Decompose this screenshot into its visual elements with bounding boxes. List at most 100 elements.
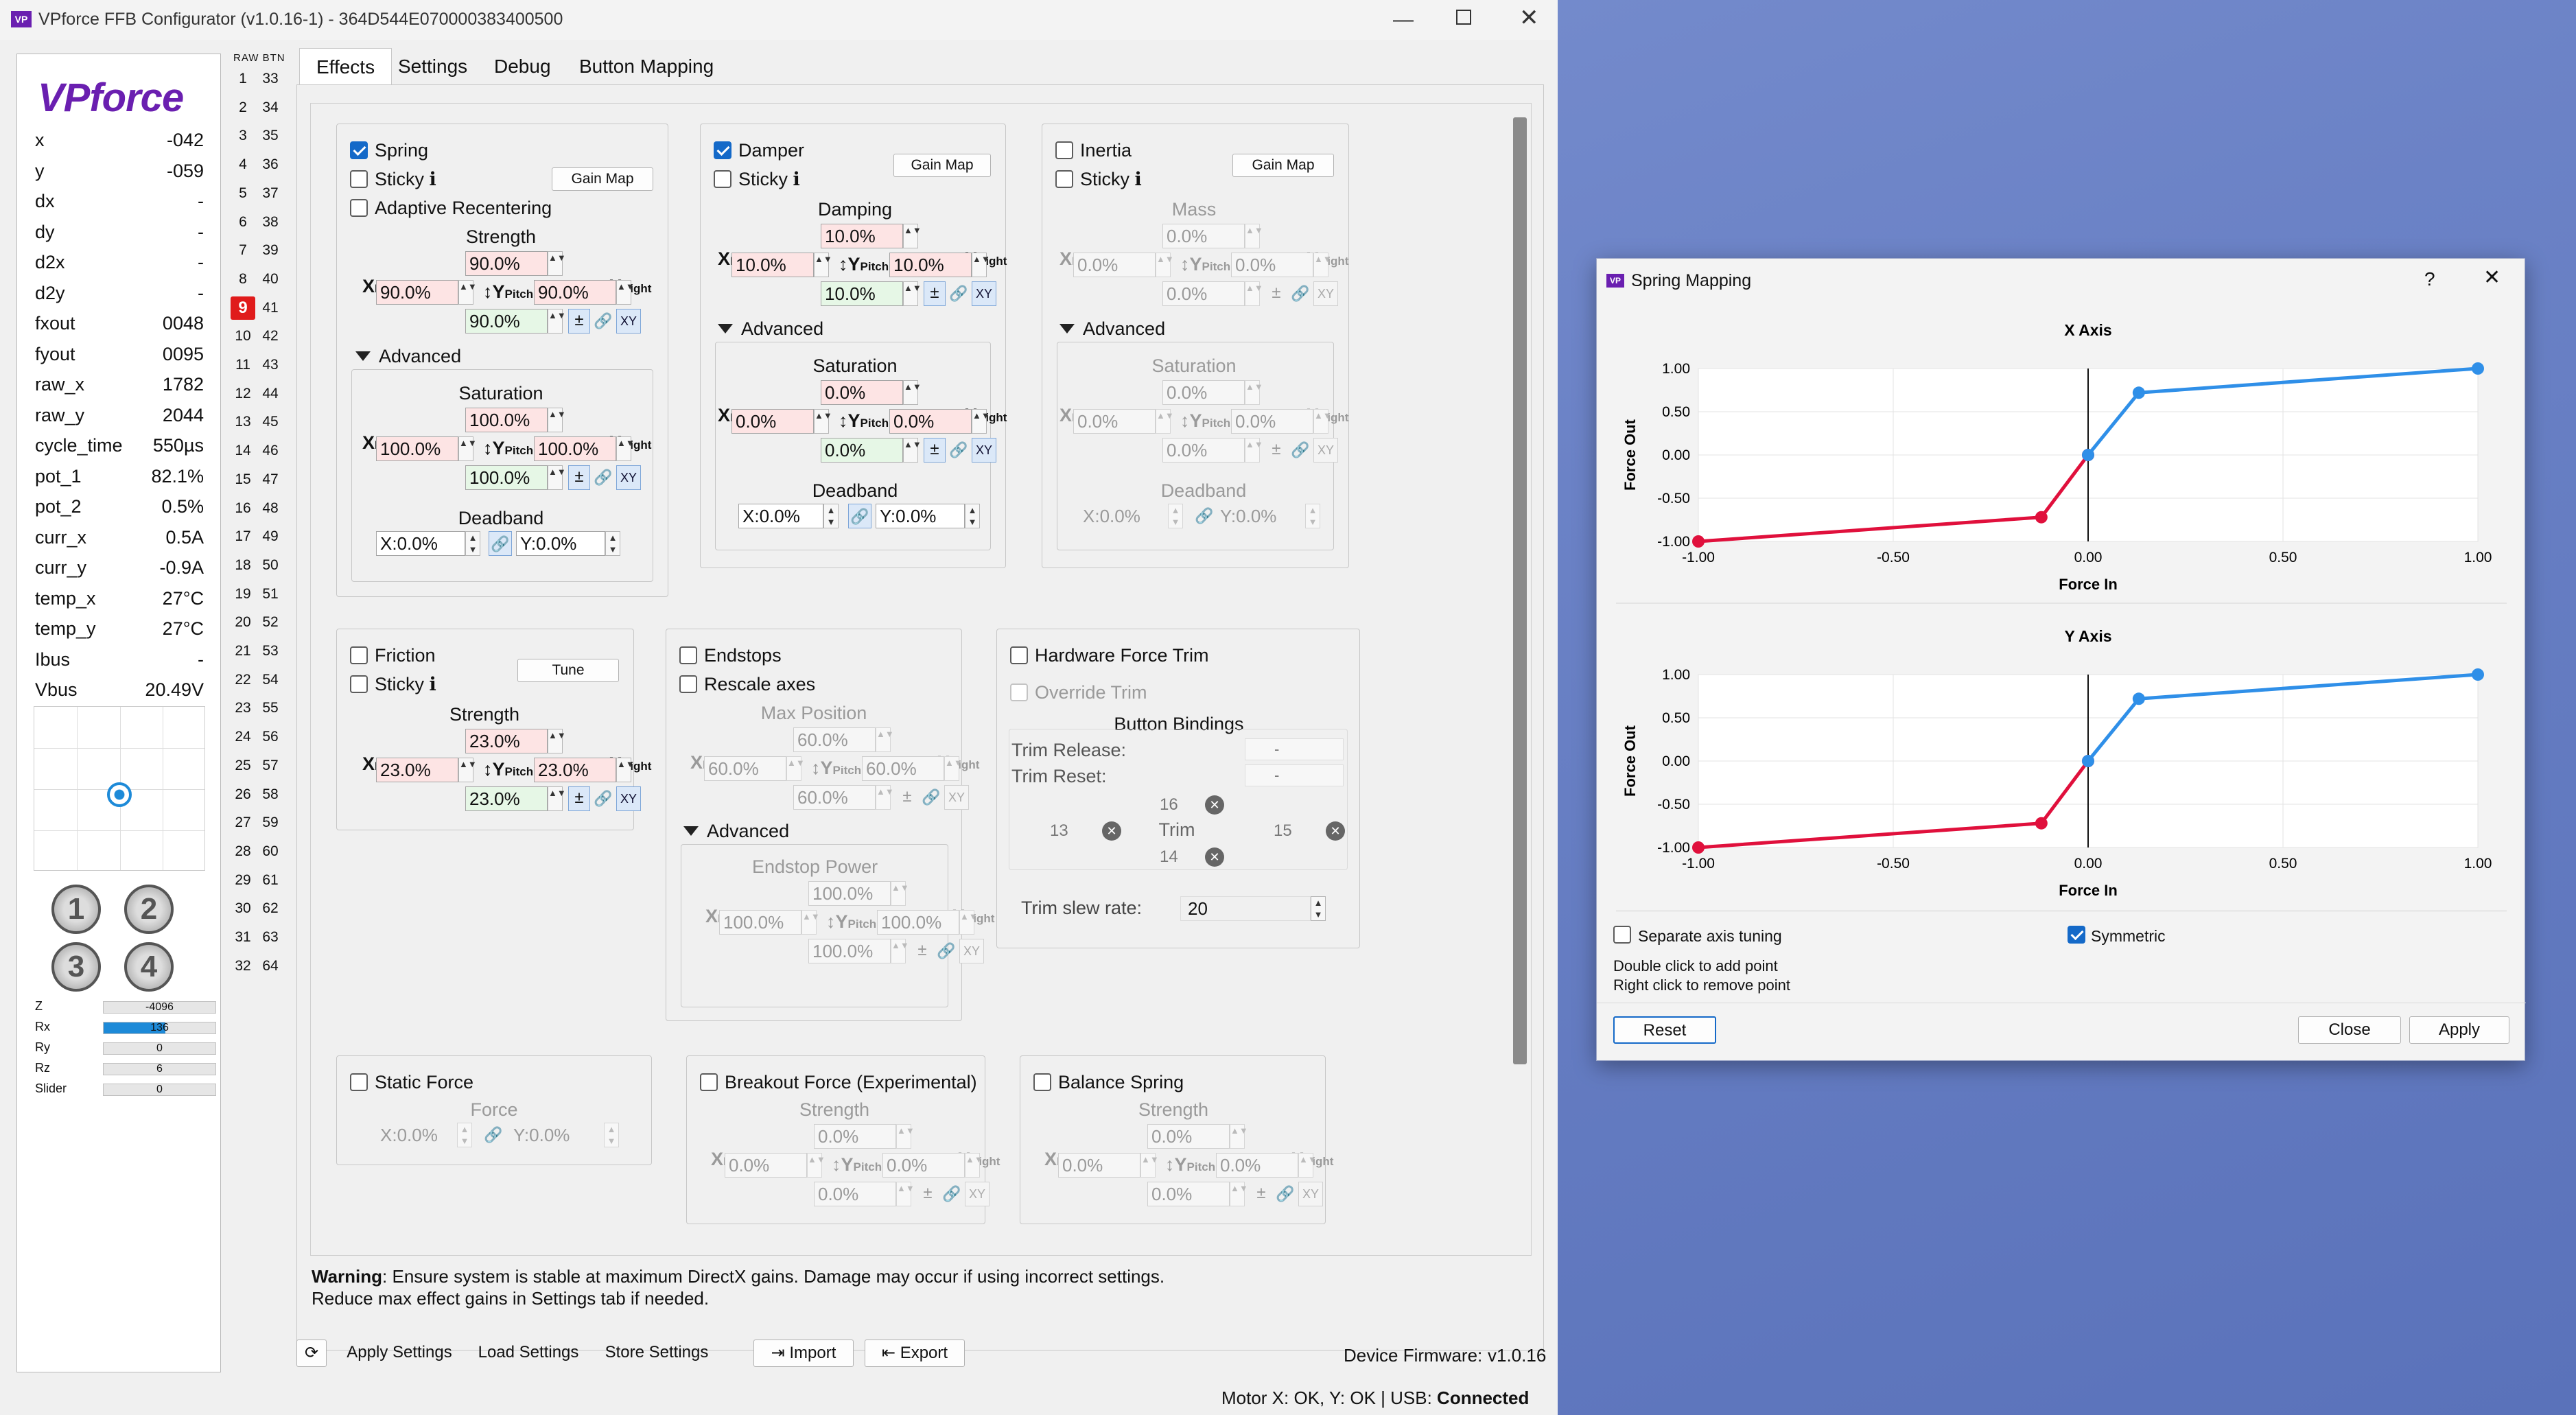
damper-saturation-right-spin[interactable]: ▲▼ [972, 409, 990, 434]
damper-damping-top-field[interactable]: 10.0% [821, 224, 903, 248]
inertia-sticky-checkbox[interactable] [1055, 170, 1073, 188]
dialog-close-icon[interactable]: ✕ [2483, 266, 2501, 289]
trim-slew-rate-field[interactable]: 20 [1180, 896, 1311, 921]
damper-damping-right-field[interactable]: 10.0% [889, 253, 972, 277]
scrollbar[interactable] [1513, 117, 1527, 1064]
damper-deadband-link-icon[interactable]: 🔗 [848, 504, 871, 528]
tab-effects[interactable]: Effects [299, 48, 393, 85]
friction-strength-right-field[interactable]: 23.0% [534, 758, 616, 782]
spring-saturation-left-field[interactable]: 100.0% [376, 436, 458, 461]
damper-saturation-link-icon[interactable]: 🔗 [949, 441, 968, 458]
spring-strength-xy-button[interactable]: XY [616, 309, 641, 334]
damper-damping-symmetric-button[interactable]: ± [924, 281, 946, 306]
spring-strength-right-field[interactable]: 90.0% [534, 280, 616, 305]
spring-strength-right-spin[interactable]: ▲▼ [616, 280, 635, 305]
store-settings-button[interactable]: Store Settings [605, 1343, 709, 1361]
spring-mapping-charts[interactable]: X Axis -1.00 -0.50 0.00 0.50 1.00 1.00 0.50 0.00… [1597, 300, 2526, 931]
clear-binding-icon[interactable]: ✕ [1205, 795, 1224, 815]
endstops-advanced-label[interactable]: Advanced [707, 821, 790, 841]
help-icon[interactable]: ? [2424, 268, 2435, 290]
apply-button[interactable]: Apply [2409, 1016, 2509, 1044]
damper-damping-link-icon[interactable]: 🔗 [949, 285, 968, 302]
tab-button-mapping[interactable]: Button Mapping [579, 56, 714, 77]
tab-debug[interactable]: Debug [494, 56, 551, 77]
trim-down-binding[interactable]: 14 ✕ [1125, 845, 1228, 869]
friction-strength-link-icon[interactable]: 🔗 [594, 790, 613, 807]
damper-saturation-top-field[interactable]: 0.0% [821, 380, 903, 405]
damper-saturation-symmetric-button[interactable]: ± [924, 438, 946, 463]
friction-strength-bottom-field[interactable]: 23.0% [465, 786, 548, 811]
spring-saturation-top-spin[interactable]: ▲▼ [548, 408, 566, 432]
spring-deadband-y-spin[interactable]: ▲ ▼ [605, 531, 620, 556]
damper-damping-left-field[interactable]: 10.0% [731, 253, 814, 277]
spring-saturation-link-icon[interactable]: 🔗 [594, 469, 613, 486]
spring-saturation-left-spin[interactable]: ▲▼ [458, 436, 477, 461]
damper-gain-map-button[interactable]: Gain Map [893, 154, 991, 177]
spring-saturation-bottom-field[interactable]: 100.0% [465, 465, 548, 490]
spring-strength-bottom-spin[interactable]: ▲▼ [548, 309, 566, 334]
damper-deadband-y-spin[interactable]: ▲ ▼ [965, 504, 980, 528]
damper-advanced-toggle-icon[interactable] [718, 324, 733, 334]
spring-deadband-x[interactable]: X:0.0% [376, 531, 465, 556]
damper-deadband-x-spin[interactable]: ▲ ▼ [823, 504, 839, 528]
symmetric-checkbox[interactable] [2068, 926, 2085, 944]
damper-damping-bottom-spin[interactable]: ▲▼ [903, 281, 922, 306]
damper-deadband-y[interactable]: Y:0.0% [876, 504, 965, 528]
friction-checkbox[interactable] [350, 646, 368, 664]
friction-strength-xy-button[interactable]: XY [616, 786, 641, 811]
breakout-checkbox[interactable] [700, 1073, 718, 1091]
import-button[interactable]: ⇥ Import [753, 1340, 854, 1367]
endstops-checkbox[interactable] [679, 646, 697, 664]
damper-saturation-top-spin[interactable]: ▲▼ [903, 380, 922, 405]
spring-deadband-link-icon[interactable]: 🔗 [489, 531, 512, 556]
spring-saturation-xy-button[interactable]: XY [616, 465, 641, 490]
spring-advanced-label[interactable]: Advanced [379, 346, 462, 366]
spring-deadband-y[interactable]: Y:0.0% [516, 531, 605, 556]
spring-saturation-symmetric-button[interactable]: ± [568, 465, 590, 490]
friction-strength-left-spin[interactable]: ▲▼ [458, 758, 477, 782]
close-button[interactable]: Close [2298, 1016, 2401, 1044]
close-icon[interactable]: ✕ [1519, 5, 1539, 31]
damper-deadband-x[interactable]: X:0.0% [738, 504, 823, 528]
inertia-advanced-toggle-icon[interactable] [1059, 324, 1075, 334]
damper-damping-right-spin[interactable]: ▲▼ [972, 253, 990, 277]
friction-strength-top-spin[interactable]: ▲▼ [548, 729, 566, 753]
spring-sticky-checkbox[interactable] [350, 170, 368, 188]
spring-strength-link-icon[interactable]: 🔗 [594, 312, 613, 329]
damper-saturation-right-field[interactable]: 0.0% [889, 409, 972, 434]
damper-checkbox[interactable] [714, 141, 731, 159]
minimize-icon[interactable]: — [1393, 8, 1414, 31]
damper-damping-bottom-field[interactable]: 10.0% [821, 281, 903, 306]
friction-strength-left-field[interactable]: 23.0% [376, 758, 458, 782]
damper-sticky-checkbox[interactable] [714, 170, 731, 188]
rescale-axes-checkbox[interactable] [679, 675, 697, 693]
inertia-advanced-label[interactable]: Advanced [1083, 318, 1166, 339]
inertia-checkbox[interactable] [1055, 141, 1073, 159]
trim-release-binding[interactable]: - [1245, 738, 1344, 760]
trim-reset-binding[interactable]: - [1245, 764, 1344, 786]
friction-strength-right-spin[interactable]: ▲▼ [616, 758, 635, 782]
damper-saturation-xy-button[interactable]: XY [972, 438, 996, 463]
refresh-button[interactable]: ⟳ [296, 1340, 327, 1367]
damper-damping-top-spin[interactable]: ▲▼ [903, 224, 922, 248]
spring-saturation-top-field[interactable]: 100.0% [465, 408, 548, 432]
damper-saturation-left-spin[interactable]: ▲▼ [814, 409, 832, 434]
trim-right-binding[interactable]: 15 ✕ [1239, 819, 1345, 843]
spring-strength-top-field[interactable]: 90.0% [465, 251, 548, 276]
spring-strength-symmetric-button[interactable]: ± [568, 309, 590, 334]
damper-saturation-bottom-spin[interactable]: ▲▼ [903, 438, 922, 463]
clear-binding-icon[interactable]: ✕ [1326, 821, 1345, 841]
reset-button[interactable]: Reset [1613, 1016, 1716, 1044]
spring-advanced-toggle-icon[interactable] [355, 351, 371, 361]
balance-spring-checkbox[interactable] [1033, 1073, 1051, 1091]
damper-damping-xy-button[interactable]: XY [972, 281, 996, 306]
friction-strength-symmetric-button[interactable]: ± [568, 786, 590, 811]
apply-settings-button[interactable]: Apply Settings [347, 1343, 452, 1361]
friction-sticky-checkbox[interactable] [350, 675, 368, 693]
adaptive-recentering-checkbox[interactable] [350, 199, 368, 217]
static-force-checkbox[interactable] [350, 1073, 368, 1091]
load-settings-button[interactable]: Load Settings [478, 1343, 579, 1361]
friction-strength-top-field[interactable]: 23.0% [465, 729, 548, 753]
spring-checkbox[interactable] [350, 141, 368, 159]
trim-up-binding[interactable]: 16 ✕ [1125, 793, 1228, 817]
